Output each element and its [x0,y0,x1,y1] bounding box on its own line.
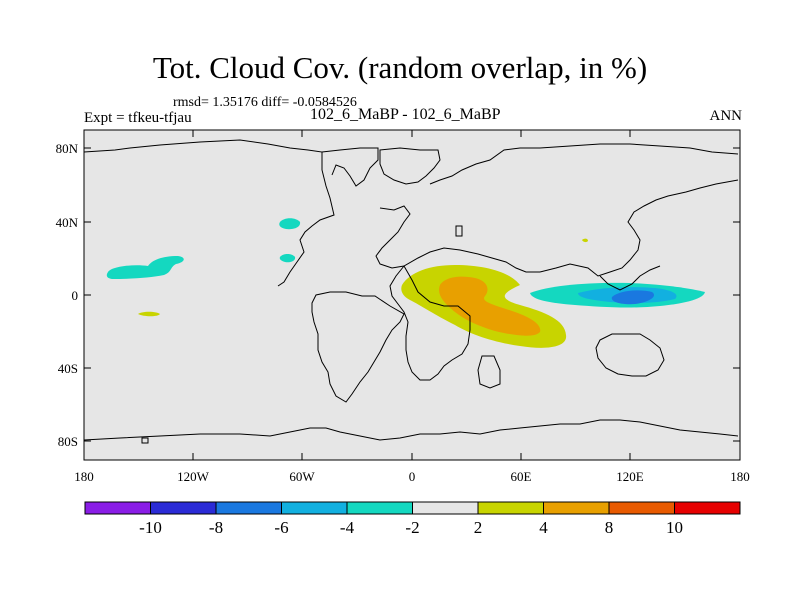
lat-label-2: 0 [72,288,79,303]
lon-label-5: 120E [616,469,644,484]
longitude-labels: 180 120W 60W 0 60E 120E 180 [74,469,750,484]
colorbar-box-7 [543,501,610,515]
coastline-antarctica [83,419,739,441]
colorbar-box-1 [150,501,217,515]
lon-label-4: 60E [511,469,532,484]
colorbar-label-8: 10 [666,518,683,537]
lon-label-2: 60W [289,469,315,484]
colorbar-label-0: -10 [139,518,162,537]
colorbar-box-0 [84,501,151,515]
colorbar-box-4 [346,501,413,515]
negative-anomaly-2-region-north [279,218,301,230]
colorbar-labels: -10 -8 -6 -4 -2 2 4 8 10 [139,518,683,537]
negative-anomaly-2-region-west-pacific [106,256,184,279]
coastline-north-america-hudson [321,147,379,187]
colorbar-box-9 [674,501,741,515]
stats-label: rmsd= 1.35176 diff= -0.0584526 [173,95,357,110]
coastlines [83,139,739,444]
coastline-se-asia [599,265,661,291]
colorbar-label-3: -4 [340,518,355,537]
colorbar-box-6 [477,501,544,515]
longitude-ticks [83,130,741,460]
colorbar-label-1: -8 [209,518,223,537]
coastline-eurasia [429,143,739,185]
negative-anomaly-6-region [611,290,655,305]
figure-title: Tot. Cloud Cov. (random overlap, in %) [152,50,648,85]
coastline-europe [375,205,540,273]
experiment-label: Expt = tfkeu-tfjau [84,110,192,126]
colorbar-box-2 [215,501,282,515]
lat-label-0: 80N [56,141,79,156]
colorbar-box-5 [412,501,479,515]
lon-label-0: 180 [74,469,94,484]
colorbar-label-5: 2 [474,518,483,537]
coastline-island-3 [477,355,501,389]
colorbar-label-7: 8 [605,518,614,537]
lat-label-1: 40N [56,215,79,230]
colorbar [84,501,741,515]
positive-anomaly-8-region [439,276,541,336]
coastline-australia [595,333,665,377]
anomaly-contours [106,218,705,348]
lon-label-6: 180 [730,469,750,484]
coastline-africa [389,265,471,381]
lon-label-1: 120W [177,469,210,484]
case-label: 102_6_MaBP - 102_6_MaBP [310,106,501,123]
colorbar-label-6: 4 [539,518,548,537]
positive-anomaly-2-region-small [138,311,160,317]
negative-anomaly-2-region-small [279,254,296,263]
latitude-ticks [84,147,740,442]
coastline-south-america [311,291,405,403]
season-label: ANN [709,108,743,124]
latitude-labels: 80N 40N 0 40S 80S [56,141,79,449]
lat-label-4: 80S [58,434,78,449]
lon-label-3: 0 [409,469,416,484]
colorbar-label-2: -6 [274,518,288,537]
lat-label-3: 40S [58,361,78,376]
coastline-greenland [379,147,441,185]
colorbar-box-3 [281,501,348,515]
coastline-island-1 [141,437,149,444]
positive-anomaly-2-region-tiny [582,238,588,243]
coastline-asia-south [539,179,739,277]
colorbar-box-8 [608,501,675,515]
coastline-north-america [83,139,335,287]
coastline-island-2 [455,225,463,237]
colorbar-label-4: -2 [405,518,419,537]
